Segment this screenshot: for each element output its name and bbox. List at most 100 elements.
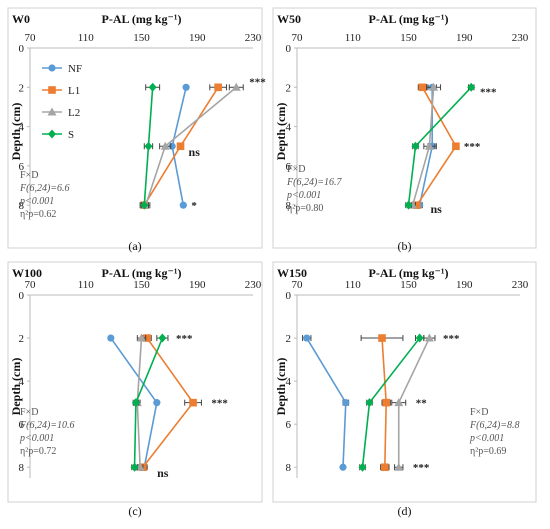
data-point (394, 398, 404, 407)
y-tick-label: 4 (19, 122, 25, 134)
y-tick-label: 4 (19, 376, 25, 388)
data-point (418, 83, 427, 92)
significance-label: *** (443, 333, 460, 345)
x-tick-label: 230 (245, 32, 262, 44)
x-tick-label: 150 (400, 32, 417, 44)
significance-label: *** (464, 141, 481, 153)
y-tick-label: 0 (286, 43, 292, 55)
legend-marker (48, 129, 56, 139)
significance-label: *** (249, 76, 266, 88)
data-point (382, 398, 390, 407)
chart-panel-w150: W150 P-AL (mg kg⁻¹) Depth (cm) 70 110 150 190 2… (272, 261, 537, 518)
series-l1 (360, 334, 404, 472)
data-point (143, 334, 151, 342)
y-tick-label: 6 (286, 419, 292, 431)
legend-marker (48, 64, 56, 72)
data-point (394, 462, 404, 471)
legend-label: L1 (68, 85, 80, 97)
legend-marker (47, 107, 57, 116)
data-point (137, 333, 146, 342)
panel-caption: (c) (128, 504, 141, 518)
x-tick-label: 70 (25, 279, 37, 291)
series-l2 (391, 333, 436, 471)
data-point (140, 200, 149, 210)
panel-frame (272, 261, 537, 503)
data-point (452, 142, 460, 151)
data-point (160, 141, 170, 150)
x-tick-label: 110 (345, 279, 362, 291)
data-point (303, 334, 311, 342)
x-tick-label: 230 (512, 279, 529, 291)
stat-line: p<0.001 (286, 190, 321, 201)
x-tick-label: 190 (456, 32, 473, 44)
chart-panel-w100: W100 P-AL (mg kg⁻¹) Depth (cm) 70 110 150 190 2… (7, 261, 263, 518)
x-tick-label: 190 (189, 32, 206, 44)
stat-line: F×D (470, 407, 488, 418)
stat-line: F(6,24)=10.6 (19, 420, 75, 431)
chart-panel-w50: W50 P-AL (mg kg⁻¹) Depth (cm) 70 110 150 190 23… (272, 7, 537, 253)
data-point (130, 462, 139, 472)
data-point (148, 82, 157, 92)
stat-line: F(6,24)=16.7 (286, 177, 343, 188)
panel-title: W150 (277, 266, 307, 280)
x-tick-label: 70 (292, 32, 304, 44)
series-s (358, 333, 425, 472)
series-s (130, 333, 169, 472)
significance-label: ** (416, 398, 428, 410)
y-tick-label: 2 (19, 82, 25, 94)
panel-frame (7, 261, 263, 503)
x-tick-label: 150 (400, 279, 417, 291)
stat-line: p<0.001 (19, 433, 54, 444)
y-axis-title: Depth (cm) (274, 103, 288, 161)
x-tick-label: 150 (133, 279, 150, 291)
x-tick-label: 230 (245, 279, 262, 291)
y-tick-label: 6 (19, 419, 25, 431)
x-tick-label: 230 (512, 32, 529, 44)
stat-line: F×D (20, 407, 38, 418)
data-point (365, 398, 374, 408)
data-point (339, 463, 347, 471)
data-point (429, 82, 439, 91)
y-tick-label: 8 (19, 200, 25, 212)
y-tick-label: 4 (286, 122, 292, 134)
data-point (381, 463, 389, 472)
legend: NF L1 L2 S (42, 63, 82, 141)
stat-line: η²p=0.62 (20, 209, 56, 220)
stat-line: p<0.001 (19, 196, 54, 207)
series-line (306, 337, 347, 468)
legend-marker (48, 86, 56, 94)
data-point (182, 83, 190, 91)
data-point (358, 462, 367, 472)
stat-line: F(6,24)=6.6 (19, 183, 70, 194)
x-tick-label: 190 (189, 279, 206, 291)
data-point (107, 334, 115, 342)
panel-caption: (a) (128, 239, 141, 253)
panel-title: W50 (277, 12, 301, 26)
data-point (413, 201, 421, 209)
data-point (158, 333, 167, 343)
series-nf (302, 334, 350, 471)
x-tick-label: 110 (345, 32, 362, 44)
stat-line: F(6,24)=8.8 (469, 420, 520, 431)
significance-label: ns (157, 466, 169, 480)
x-tick-label: 70 (292, 279, 304, 291)
legend-label: S (68, 129, 74, 141)
significance-label: *** (480, 86, 497, 98)
y-tick-label: 0 (19, 43, 25, 55)
data-point (189, 398, 197, 407)
x-axis-title: P-AL (mg kg⁻¹) (369, 266, 449, 280)
y-tick-label: 4 (286, 376, 292, 388)
significance-label: ns (430, 202, 442, 216)
x-tick-label: 110 (78, 32, 95, 44)
y-axis-title: Depth (cm) (9, 103, 23, 161)
y-axis-title: Depth (cm) (274, 358, 288, 416)
significance-label: ns (189, 145, 201, 159)
panel-title: W0 (12, 12, 30, 26)
y-tick-label: 8 (286, 462, 292, 474)
series-l1 (140, 83, 228, 209)
data-point (378, 334, 386, 342)
panel-frame (7, 7, 263, 249)
data-point (131, 398, 140, 408)
stat-line: F×D (287, 164, 305, 175)
data-point (342, 399, 350, 407)
